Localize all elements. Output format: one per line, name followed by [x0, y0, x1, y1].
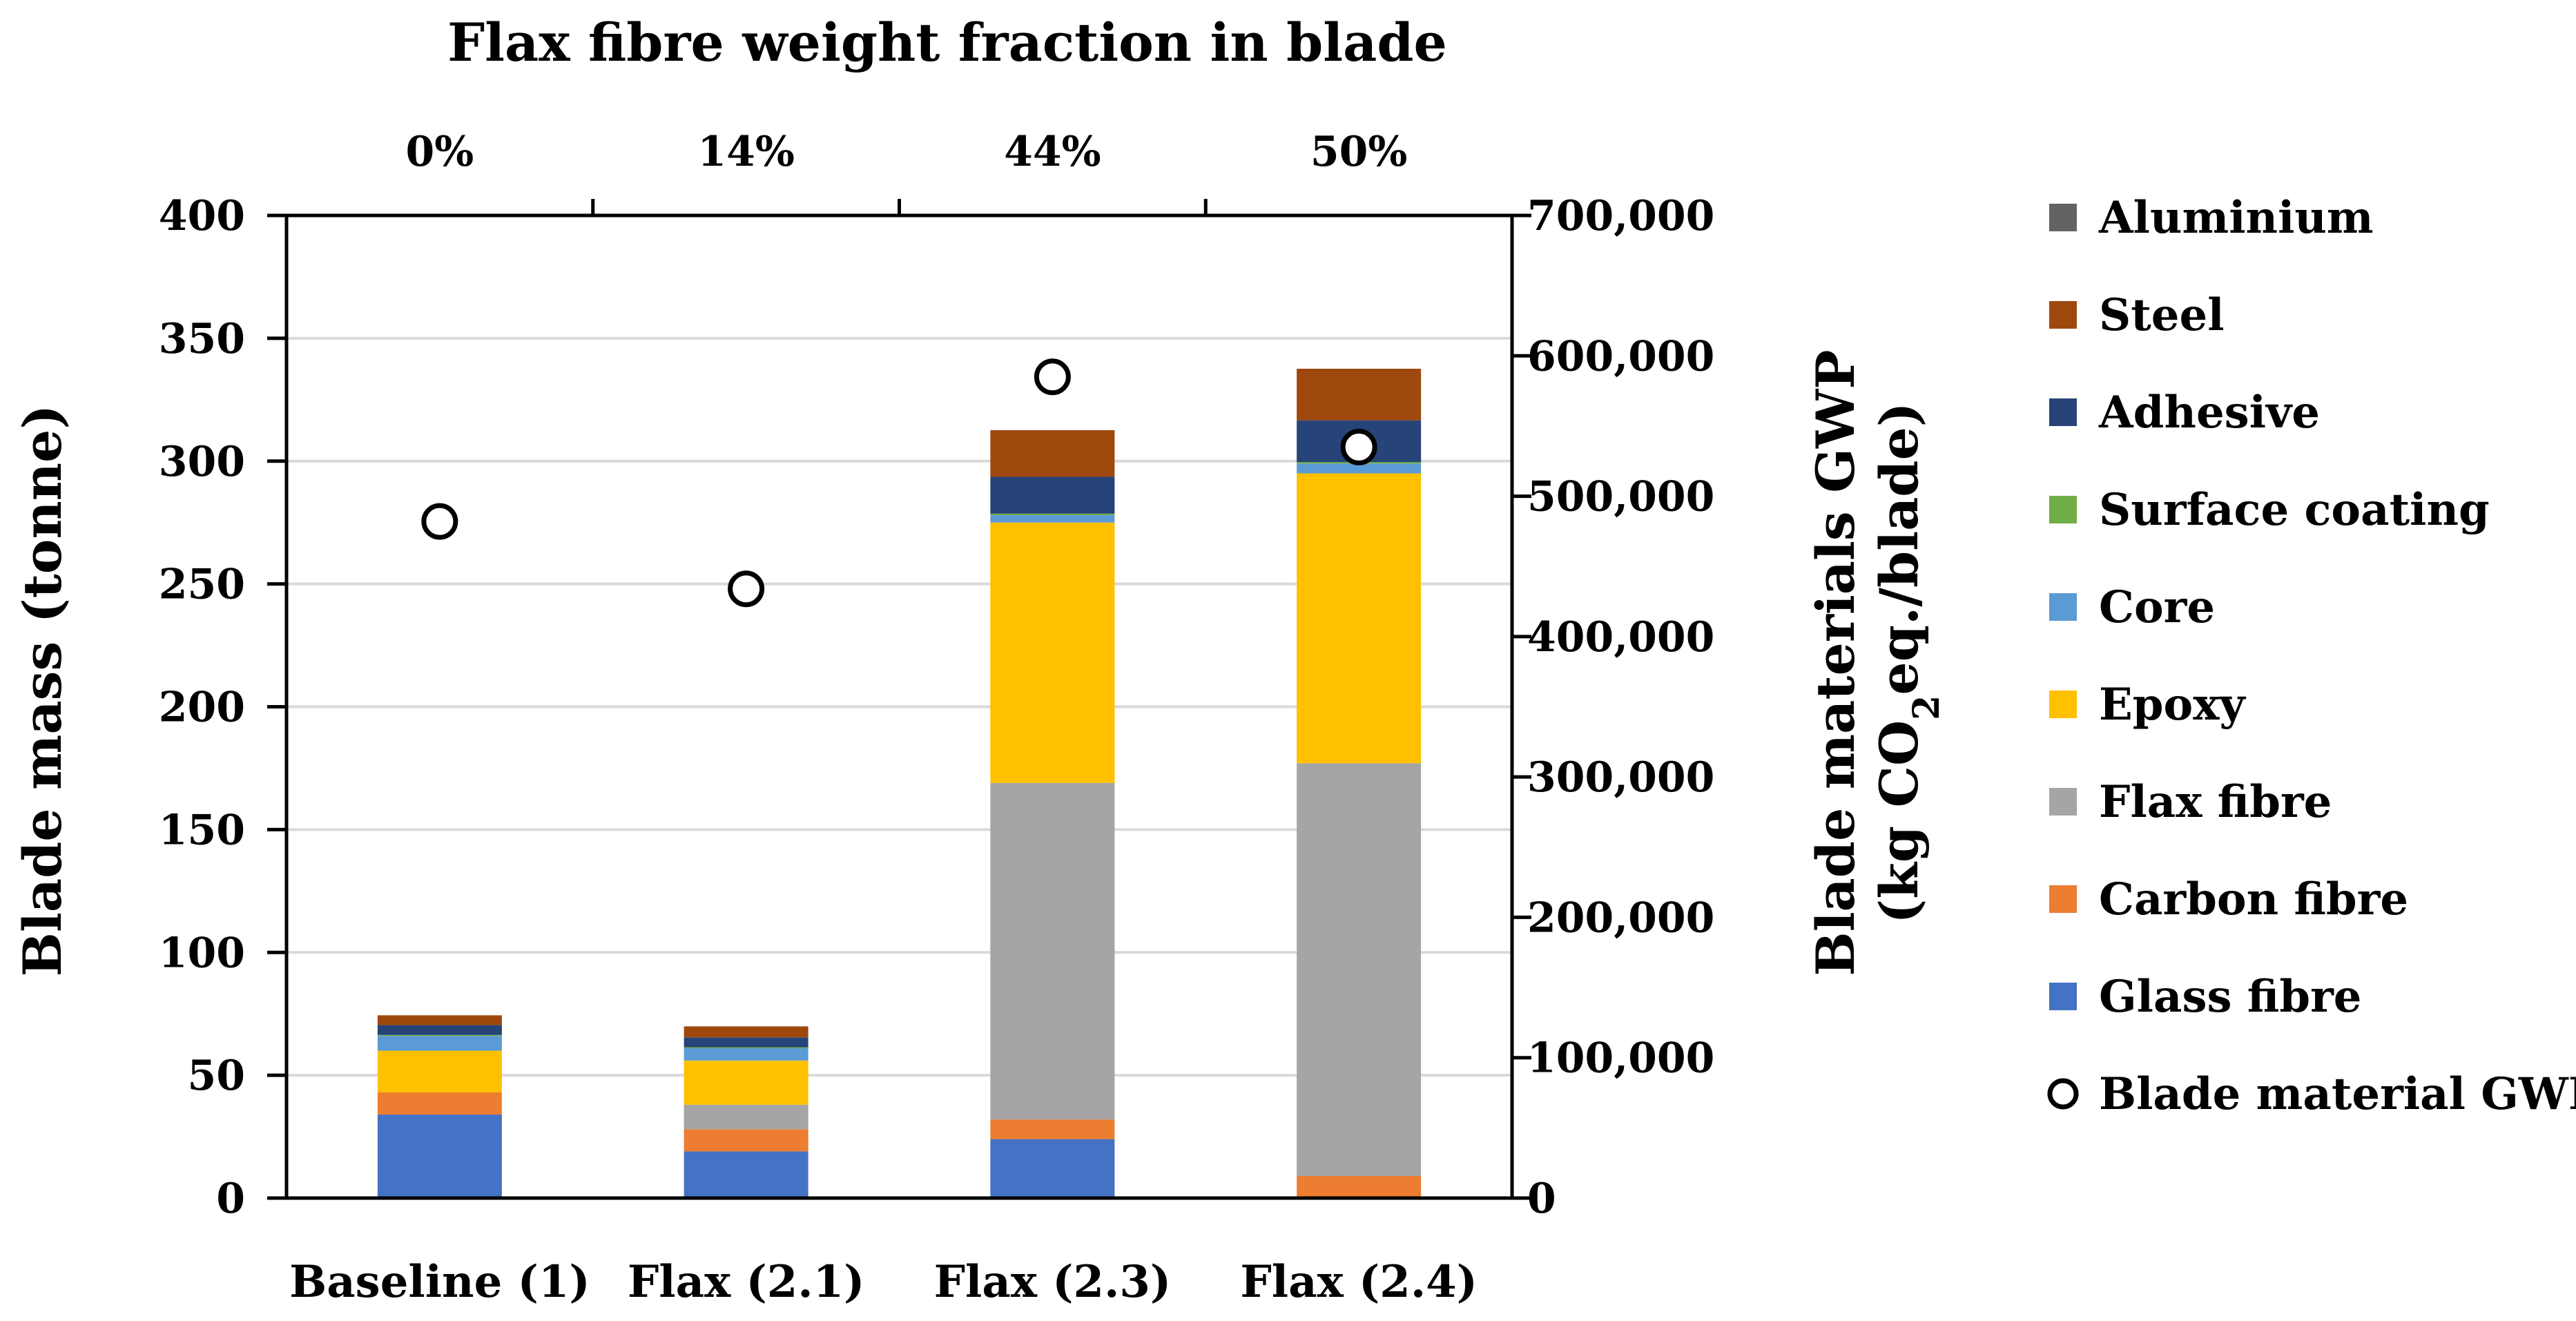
legend-swatch	[2049, 398, 2077, 426]
legend-marker	[2047, 1078, 2079, 1110]
legend-label: Glass fibre	[2099, 971, 2362, 1023]
y-tick-label: 300	[159, 438, 245, 486]
top-axis-label: 0%	[405, 128, 474, 176]
bar-segment-core	[377, 1036, 502, 1051]
bar-segment-glass-fibre	[684, 1151, 808, 1198]
chart-title: Flax fibre weight fraction in blade	[447, 12, 1447, 73]
category-label: Flax (2.4)	[1240, 1256, 1478, 1308]
legend-label: Flax fibre	[2099, 776, 2332, 828]
legend-swatch	[2049, 788, 2077, 816]
bar-segment-epoxy	[1297, 473, 1422, 764]
bar-segment-carbon-fibre	[990, 1119, 1115, 1139]
bar-segment-steel	[1297, 368, 1422, 421]
legend-swatch	[2049, 691, 2077, 718]
gwp-markers	[421, 358, 1377, 608]
bar-segment-adhesive	[377, 1025, 502, 1035]
bar-segment-steel	[990, 430, 1115, 477]
legend-swatch	[2049, 593, 2077, 621]
gwp-marker	[1340, 428, 1377, 465]
y2-tick-label: 300,000	[1527, 753, 1714, 802]
legend: Aluminium Steel Adhesive Surface coating Cor…	[2047, 192, 2576, 1120]
y-tick-label: 150	[159, 806, 245, 854]
y2-tick-label: 200,000	[1527, 894, 1714, 942]
y-tick-label: 100	[159, 929, 245, 977]
legend-swatch	[2049, 204, 2077, 231]
bar-segment-carbon-fibre	[377, 1092, 502, 1115]
bar-segment-glass-fibre	[377, 1115, 502, 1198]
legend-label: Surface coating	[2099, 484, 2490, 536]
bar-segment-surface-coating	[377, 1034, 502, 1036]
bar-segment-flax-fibre	[684, 1104, 808, 1130]
bar-segment-epoxy	[377, 1050, 502, 1093]
y-tick-label: 50	[188, 1052, 246, 1100]
y-tick-label: 400	[159, 192, 245, 240]
y2-tick-label: 400,000	[1527, 613, 1714, 662]
bars	[377, 368, 1422, 1198]
bar-segment-steel	[377, 1015, 502, 1025]
bar-segment-core	[684, 1048, 808, 1061]
y2-tick-label: 600,000	[1527, 332, 1714, 380]
bar-segment-epoxy	[990, 522, 1115, 783]
y2-axis-label: Blade materials GWP (kg CO2eq./blade)	[1805, 349, 1948, 976]
bar-segment-steel	[684, 1026, 808, 1038]
legend-label: Core	[2099, 581, 2215, 633]
y-axis-label: Blade mass (tonne)	[12, 405, 73, 977]
y2-tick-label: 100,000	[1527, 1034, 1714, 1083]
category-label: Flax (2.3)	[934, 1256, 1172, 1308]
legend-label: Aluminium	[2098, 192, 2374, 244]
gwp-marker	[728, 570, 765, 608]
bar-segment-core	[1297, 463, 1422, 474]
axes	[267, 199, 1531, 1200]
y2-axis-label-line1: Blade materials GWP	[1805, 349, 1866, 976]
legend-label: Blade material GWP	[2099, 1068, 2576, 1120]
legend-swatch	[2049, 301, 2077, 329]
top-axis-label: 14%	[697, 128, 795, 176]
tick-labels: 0 50 100 150 200 250 300 350 400 0 100,000 200,000 3…	[159, 128, 1715, 1308]
legend-label: Epoxy	[2099, 679, 2246, 731]
bar-segment-carbon-fibre	[684, 1129, 808, 1152]
bar-segment-core	[990, 515, 1115, 523]
y-tick-label: 250	[159, 561, 245, 609]
bar-segment-surface-coating	[990, 513, 1115, 516]
y2-tick-label: 700,000	[1527, 192, 1714, 240]
bar-segment-glass-fibre	[990, 1139, 1115, 1198]
gwp-marker	[421, 503, 458, 540]
y2-axis-label-line2: (kg CO2eq./blade)	[1868, 402, 1948, 924]
legend-label: Adhesive	[2098, 387, 2320, 438]
gridlines	[287, 336, 1512, 1077]
top-axis-label: 44%	[1004, 128, 1101, 176]
legend-label: Steel	[2099, 289, 2225, 341]
y-tick-label: 200	[159, 684, 245, 732]
y-tick-label: 350	[159, 315, 245, 363]
bar-segment-carbon-fibre	[1297, 1175, 1422, 1198]
legend-swatch	[2049, 885, 2077, 913]
top-axis-label: 50%	[1310, 128, 1408, 176]
bar-segment-epoxy	[684, 1060, 808, 1105]
bar-segment-adhesive	[684, 1037, 808, 1048]
bar-segment-flax-fibre	[990, 782, 1115, 1120]
category-label: Flax (2.1)	[628, 1256, 865, 1308]
y-tick-label: 0	[216, 1175, 245, 1223]
bar-segment-flax-fibre	[1297, 763, 1422, 1176]
gwp-marker	[1034, 358, 1071, 396]
y2-tick-label: 0	[1527, 1175, 1556, 1223]
legend-swatch	[2049, 496, 2077, 523]
y2-tick-label: 500,000	[1527, 473, 1714, 521]
legend-swatch	[2049, 983, 2077, 1010]
legend-label: Carbon fibre	[2099, 874, 2408, 925]
category-label: Baseline (1)	[289, 1256, 590, 1308]
bar-segment-adhesive	[990, 476, 1115, 514]
